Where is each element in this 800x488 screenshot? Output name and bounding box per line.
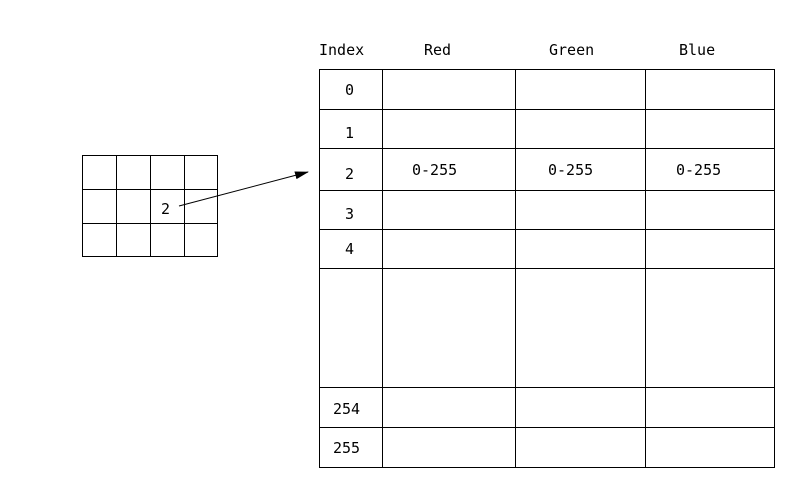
header-blue: Blue — [679, 41, 716, 59]
index-cell-0: 0 — [345, 81, 355, 99]
colormap-table — [319, 69, 775, 468]
index-cell-255: 255 — [333, 439, 361, 457]
index-cell-3: 3 — [345, 205, 355, 223]
pixel-grid — [82, 155, 218, 257]
index-cell-2: 2 — [345, 165, 355, 183]
header-red: Red — [424, 41, 452, 59]
header-green: Green — [549, 41, 595, 59]
header-index: Index — [319, 41, 365, 59]
red-value-2: 0-255 — [412, 161, 458, 179]
blue-value-2: 0-255 — [676, 161, 722, 179]
index-cell-4: 4 — [345, 240, 355, 258]
green-value-2: 0-255 — [548, 161, 594, 179]
lookup-arrow — [178, 171, 309, 207]
pixel-value-label: 2 — [161, 200, 171, 218]
index-cell-1: 1 — [345, 124, 355, 142]
index-cell-254: 254 — [333, 400, 361, 418]
